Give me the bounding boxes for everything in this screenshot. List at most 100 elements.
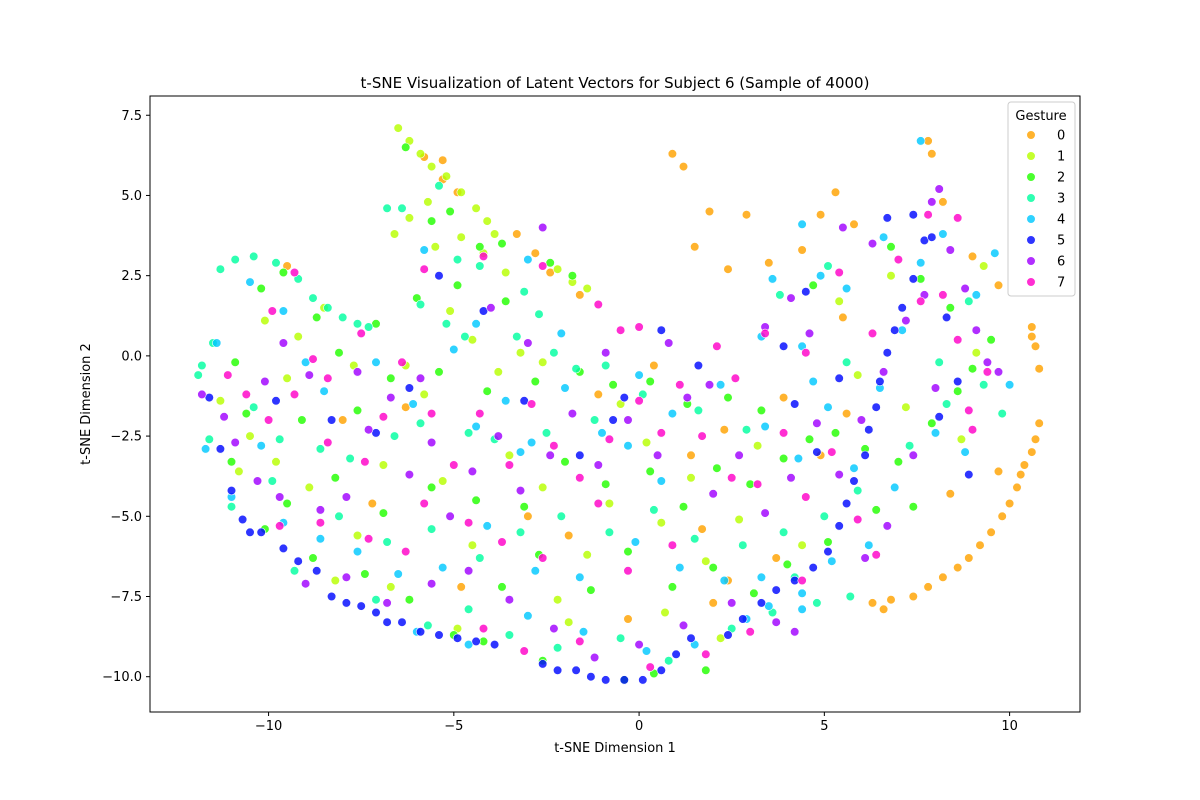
chart-title: t-SNE Visualization of Latent Vectors fo… (361, 74, 870, 92)
data-point (886, 595, 896, 605)
data-point (823, 261, 833, 271)
data-point (267, 306, 277, 316)
data-point (830, 187, 841, 197)
x-tick-label: 10 (1001, 719, 1018, 734)
data-point (371, 607, 381, 618)
data-point (578, 627, 589, 637)
data-point (945, 303, 955, 313)
data-point (434, 630, 444, 640)
data-point (575, 290, 585, 300)
data-point (427, 162, 437, 172)
data-point (490, 229, 500, 239)
data-point (226, 457, 237, 467)
data-point (864, 540, 874, 550)
data-point (986, 527, 996, 537)
data-point (660, 607, 670, 618)
data-point (697, 524, 707, 534)
plot-frame-border (149, 95, 1081, 713)
data-point (278, 267, 289, 278)
data-point (778, 341, 789, 351)
data-point (482, 216, 492, 226)
data-point (282, 498, 292, 509)
data-point (604, 434, 615, 444)
data-point (534, 309, 544, 319)
data-point (267, 476, 277, 486)
data-point (582, 283, 592, 294)
data-point (493, 431, 503, 441)
data-point (452, 255, 463, 265)
data-point (960, 447, 970, 457)
data-point (312, 312, 322, 323)
data-point (686, 633, 696, 643)
data-point (893, 457, 904, 467)
data-point (519, 502, 529, 512)
data-point (930, 383, 941, 393)
data-point (979, 380, 989, 390)
data-point (571, 364, 581, 374)
data-point (878, 367, 889, 377)
data-point (675, 380, 685, 390)
data-point (338, 312, 348, 323)
y-tick-label: −7.5 (110, 590, 142, 605)
data-point (804, 434, 815, 444)
data-point (856, 415, 867, 425)
data-point (656, 428, 666, 438)
data-point (823, 537, 833, 547)
data-point (786, 293, 796, 303)
y-axis-ticks: −10.0 −7.5 −5.0 −2.5 0.0 2.5 5.0 7.5 (102, 109, 150, 685)
data-point (352, 546, 363, 557)
data-point (619, 393, 629, 403)
data-point (538, 261, 548, 271)
data-point (464, 604, 474, 614)
data-point (271, 457, 281, 467)
data-point (979, 261, 989, 271)
data-point (797, 588, 807, 598)
data-point (245, 431, 255, 441)
data-point (782, 559, 792, 570)
data-point (408, 399, 418, 409)
data-point (308, 553, 318, 563)
data-point (701, 665, 711, 675)
data-point (427, 409, 437, 419)
data-point (853, 486, 863, 496)
x-tick-label: −5 (444, 719, 463, 734)
data-point (382, 537, 392, 547)
data-point (419, 498, 429, 509)
data-point (404, 470, 415, 480)
data-point (923, 210, 933, 220)
data-point (230, 437, 240, 448)
data-point (493, 367, 503, 377)
data-point (482, 521, 492, 531)
data-point (515, 527, 526, 537)
data-point (389, 431, 400, 441)
data-point (352, 530, 363, 541)
data-point (486, 303, 496, 313)
data-point (401, 142, 411, 152)
legend-label: 5 (1057, 234, 1065, 249)
data-point (656, 476, 666, 486)
data-point (734, 514, 744, 525)
data-point (775, 290, 785, 300)
data-point (841, 357, 852, 367)
data-point (797, 540, 807, 550)
data-point (289, 267, 300, 278)
data-point (226, 502, 237, 512)
data-point (823, 402, 833, 412)
data-point (593, 299, 603, 310)
data-point (386, 582, 396, 592)
legend-marker (1026, 193, 1036, 203)
data-point (834, 267, 844, 278)
series-gesture-5 (204, 210, 974, 685)
data-point (808, 562, 818, 573)
data-point (712, 463, 722, 473)
data-point (371, 595, 381, 605)
y-tick-label: −10.0 (102, 670, 142, 685)
data-point (715, 380, 726, 390)
data-point (371, 357, 381, 367)
data-point (475, 261, 485, 271)
data-point (760, 328, 770, 339)
legend-label: 2 (1057, 171, 1065, 186)
data-point (538, 357, 548, 367)
data-point (564, 617, 574, 627)
data-point (393, 123, 403, 133)
